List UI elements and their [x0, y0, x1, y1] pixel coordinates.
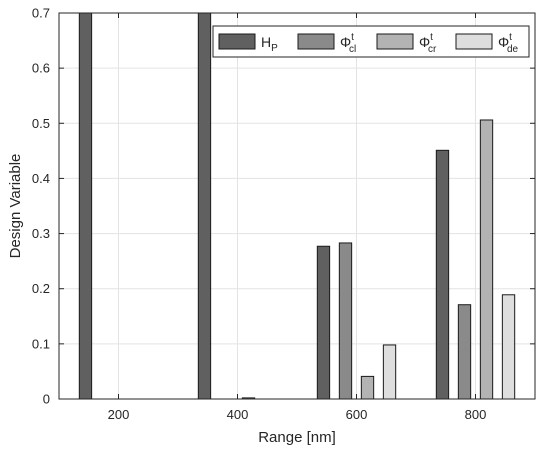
y-tick-label: 0.4: [32, 171, 50, 186]
plot-frame: [58, 12, 536, 400]
y-tick-label: 0.6: [32, 61, 50, 76]
legend-label: HP: [261, 34, 278, 54]
bar: [382, 344, 397, 400]
bar: [360, 375, 375, 400]
x-tick-label: 400: [227, 407, 249, 422]
x-axis-label: Range [nm]: [258, 429, 336, 446]
bar: [501, 294, 516, 400]
y-tick-label: 0.3: [32, 226, 50, 241]
legend: HP Φt cl Φt cr Φt de: [212, 25, 530, 58]
x-tick-label: 600: [346, 407, 368, 422]
bar: [479, 119, 494, 400]
legend-label: Φt cr: [419, 32, 437, 55]
legend-label: Φt de: [498, 32, 519, 55]
y-tick-label: 0: [43, 392, 50, 407]
y-tick-label: 0.5: [32, 116, 50, 131]
bar: [457, 304, 472, 400]
x-tick-label: 800: [465, 407, 487, 422]
bar: [316, 245, 331, 400]
y-tick-label: 0.7: [32, 6, 50, 21]
bar: [435, 149, 450, 400]
legend-swatch: [376, 33, 414, 50]
y-tick-label: 0.1: [32, 336, 50, 351]
tick-labels: 200 400 600 800 0 0.1 0.2 0.3 0.4 0.5 0.6 0.7: [32, 6, 535, 422]
legend-swatch: [218, 33, 256, 50]
legend-swatch: [455, 33, 493, 50]
x-tick-label: 200: [108, 407, 130, 422]
y-axis-label: Design Variable: [7, 154, 24, 259]
bars: [78, 12, 516, 400]
bar: [338, 242, 353, 400]
bar: [78, 12, 93, 400]
bar: [197, 12, 212, 400]
legend-swatch: [297, 33, 335, 50]
y-tick-label: 0.2: [32, 281, 50, 296]
legend-label: Φt cl: [340, 32, 356, 55]
